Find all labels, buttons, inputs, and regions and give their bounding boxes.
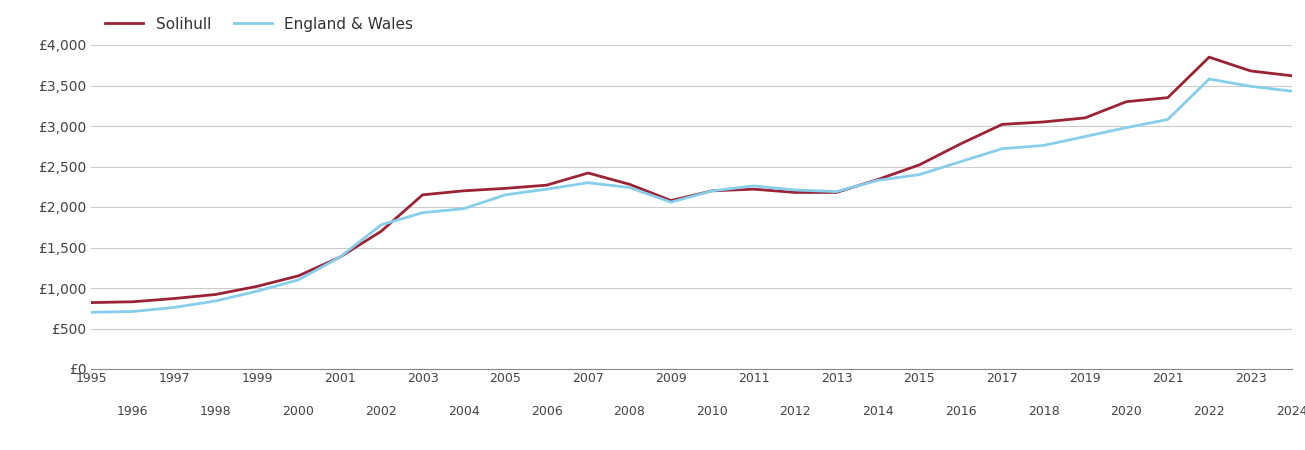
Solihull (84, 300, 99, 305)
England & Wales (1077, 134, 1092, 139)
Solihull (787, 190, 803, 195)
England & Wales (663, 199, 679, 205)
England & Wales (953, 159, 968, 164)
England & Wales (539, 186, 555, 192)
England & Wales (829, 189, 844, 194)
Legend: Solihull, England & Wales: Solihull, England & Wales (99, 10, 419, 38)
Text: 2018: 2018 (1027, 405, 1060, 418)
Text: 2016: 2016 (945, 405, 976, 418)
Solihull (457, 188, 472, 194)
England & Wales (84, 310, 99, 315)
Solihull (581, 170, 596, 176)
Solihull (870, 177, 886, 182)
Solihull (249, 284, 265, 289)
Solihull (207, 292, 223, 297)
Solihull (1284, 73, 1300, 78)
England & Wales (497, 192, 513, 198)
Text: 2004: 2004 (448, 405, 480, 418)
Text: 2020: 2020 (1111, 405, 1142, 418)
Solihull (539, 182, 555, 188)
England & Wales (331, 255, 347, 260)
Text: 2022: 2022 (1193, 405, 1225, 418)
Text: 1998: 1998 (200, 405, 231, 418)
Text: 2002: 2002 (365, 405, 397, 418)
Text: 2014: 2014 (863, 405, 894, 418)
Solihull (1160, 95, 1176, 100)
England & Wales (1118, 125, 1134, 130)
Solihull (746, 186, 762, 192)
England & Wales (911, 172, 927, 177)
Solihull (373, 229, 389, 234)
Text: 2010: 2010 (697, 405, 728, 418)
Solihull (953, 141, 968, 147)
Text: 2000: 2000 (282, 405, 315, 418)
Solihull (1202, 54, 1218, 60)
Solihull (663, 198, 679, 203)
England & Wales (1202, 76, 1218, 82)
England & Wales (125, 309, 141, 314)
England & Wales (994, 146, 1010, 151)
Solihull (1118, 99, 1134, 104)
Solihull (125, 299, 141, 305)
Text: 2012: 2012 (779, 405, 810, 418)
England & Wales (457, 206, 472, 211)
England & Wales (1036, 143, 1052, 148)
Text: 2024: 2024 (1276, 405, 1305, 418)
Solihull (291, 273, 307, 279)
Text: 2006: 2006 (531, 405, 562, 418)
England & Wales (787, 187, 803, 193)
Solihull (829, 190, 844, 195)
England & Wales (291, 277, 307, 283)
England & Wales (870, 178, 886, 183)
England & Wales (1242, 84, 1258, 89)
Solihull (166, 296, 181, 301)
Solihull (497, 186, 513, 191)
Solihull (415, 192, 431, 198)
England & Wales (166, 305, 181, 310)
Line: England & Wales: England & Wales (91, 79, 1292, 312)
England & Wales (249, 288, 265, 294)
Solihull (621, 182, 637, 187)
Solihull (1242, 68, 1258, 74)
England & Wales (621, 185, 637, 190)
England & Wales (581, 180, 596, 185)
Text: 2008: 2008 (613, 405, 646, 418)
England & Wales (746, 183, 762, 189)
Solihull (1036, 119, 1052, 125)
Solihull (705, 188, 720, 194)
England & Wales (207, 298, 223, 304)
Solihull (1077, 115, 1092, 121)
England & Wales (705, 188, 720, 194)
England & Wales (373, 222, 389, 228)
Solihull (994, 122, 1010, 127)
Line: Solihull: Solihull (91, 57, 1292, 302)
Solihull (331, 255, 347, 260)
Text: 1996: 1996 (117, 405, 149, 418)
England & Wales (1284, 89, 1300, 94)
England & Wales (1160, 117, 1176, 122)
England & Wales (415, 210, 431, 216)
Solihull (911, 162, 927, 167)
